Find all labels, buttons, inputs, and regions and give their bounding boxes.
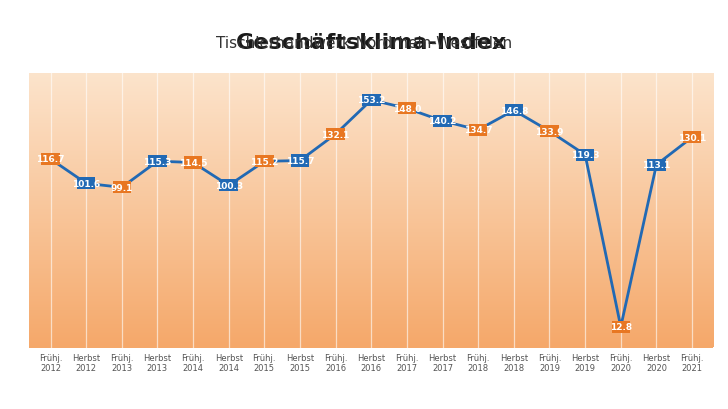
Text: 140.2: 140.2 bbox=[428, 117, 456, 126]
Text: 115.7: 115.7 bbox=[286, 157, 314, 166]
FancyBboxPatch shape bbox=[77, 178, 95, 190]
FancyBboxPatch shape bbox=[149, 156, 167, 168]
FancyBboxPatch shape bbox=[183, 157, 202, 169]
Text: 134.7: 134.7 bbox=[464, 126, 493, 135]
FancyBboxPatch shape bbox=[113, 182, 131, 194]
FancyBboxPatch shape bbox=[290, 155, 309, 167]
Text: 132.1: 132.1 bbox=[322, 130, 350, 139]
Text: 146.8: 146.8 bbox=[499, 106, 528, 115]
Text: 115.3: 115.3 bbox=[143, 157, 172, 166]
FancyBboxPatch shape bbox=[505, 105, 523, 117]
FancyBboxPatch shape bbox=[469, 124, 488, 137]
FancyBboxPatch shape bbox=[576, 149, 594, 162]
FancyBboxPatch shape bbox=[647, 159, 665, 171]
FancyBboxPatch shape bbox=[41, 153, 60, 166]
Text: 130.1: 130.1 bbox=[678, 133, 706, 142]
Text: 101.6: 101.6 bbox=[72, 180, 100, 189]
FancyBboxPatch shape bbox=[326, 129, 345, 141]
Text: 113.1: 113.1 bbox=[642, 161, 670, 170]
FancyBboxPatch shape bbox=[397, 103, 416, 115]
Text: Tischlerhandwerk Nordrhein-Westfalen: Tischlerhandwerk Nordrhein-Westfalen bbox=[216, 36, 512, 50]
FancyBboxPatch shape bbox=[683, 132, 701, 144]
Title: Geschäftsklima-Index: Geschäftsklima-Index bbox=[236, 33, 507, 53]
Text: 99.1: 99.1 bbox=[111, 183, 133, 192]
Text: 119.3: 119.3 bbox=[571, 151, 599, 160]
Text: 12.8: 12.8 bbox=[610, 323, 632, 332]
Text: 153.2: 153.2 bbox=[357, 96, 385, 105]
Text: 100.3: 100.3 bbox=[215, 182, 242, 191]
FancyBboxPatch shape bbox=[255, 156, 274, 168]
Text: 114.5: 114.5 bbox=[179, 159, 207, 168]
FancyBboxPatch shape bbox=[612, 321, 630, 333]
Text: 133.9: 133.9 bbox=[535, 127, 563, 136]
FancyBboxPatch shape bbox=[362, 94, 381, 107]
FancyBboxPatch shape bbox=[540, 126, 559, 138]
FancyBboxPatch shape bbox=[433, 116, 452, 128]
Text: 148.0: 148.0 bbox=[392, 105, 421, 114]
Text: 116.7: 116.7 bbox=[36, 155, 65, 164]
Text: 115.2: 115.2 bbox=[250, 157, 279, 166]
FancyBboxPatch shape bbox=[219, 180, 238, 192]
